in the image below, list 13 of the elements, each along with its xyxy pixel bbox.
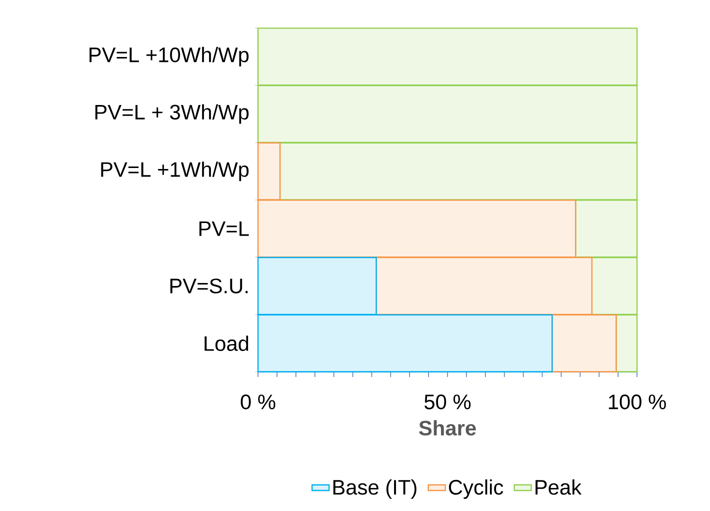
x-tick-label: 0 % [240,394,276,410]
legend-label: Peak [536,479,582,495]
y-tick-label: PV=L +1Wh/Wp [101,162,249,182]
legend-label: Cyclic [448,479,504,499]
y-tick-label: PV=L +10Wh/Wp [90,46,249,66]
legend-label: Base (IT) [333,479,416,499]
y-tick-label: Load [204,336,248,351]
y-tick-label: PV=L + 3Wh/Wp [95,104,249,124]
y-tick-label: PV=L [199,221,249,236]
x-tick-label: 50 % [424,394,471,410]
y-tick-label: PV=S.U. [170,278,248,294]
x-axis-title: Share [419,420,476,436]
x-tick-label: 100 % [608,394,666,410]
